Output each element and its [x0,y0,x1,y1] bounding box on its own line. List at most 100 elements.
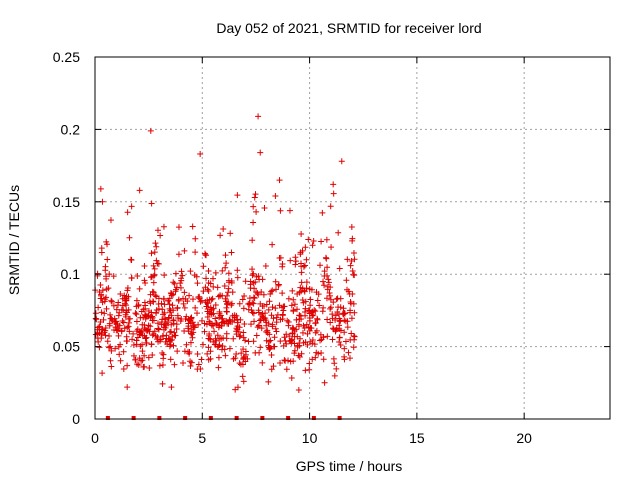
data-point [162,338,169,345]
data-point [222,352,229,359]
data-point [117,290,124,297]
axis-ticks: 0 5 10 15 20 0 0.05 0.1 0.15 0.2 0.25 [53,49,610,446]
data-point [331,360,338,367]
data-point [325,279,332,286]
data-point [223,335,230,342]
data-point [186,317,193,324]
data-point [154,227,161,234]
data-point [324,316,331,323]
data-point [149,317,156,324]
data-point [164,319,171,326]
data-point [107,343,114,350]
data-point [341,353,348,360]
data-point [180,300,187,307]
data-point [319,209,326,216]
data-point [292,261,299,268]
data-point [142,280,149,287]
data-point [151,265,158,272]
data-point [215,324,222,331]
data-point [327,304,334,311]
data-point [106,271,113,278]
data-point [348,223,355,230]
data-point [240,329,247,336]
data-point [288,302,295,309]
data-point [117,341,124,348]
data-point [189,296,196,303]
data-point [314,297,321,304]
data-point [110,302,117,309]
data-point [161,301,168,308]
data-point [291,301,298,308]
x-axis-label: GPS time / hours [296,458,403,474]
data-point [195,361,202,368]
y-tick-label: 0.2 [61,121,81,137]
data-point [218,335,224,342]
data-point [268,312,275,319]
data-point [225,285,232,292]
data-point [174,348,181,355]
data-point [295,321,302,328]
data-point [107,357,114,364]
data-point [242,337,249,344]
data-point [292,258,299,265]
data-point [297,312,304,319]
data-point [249,266,256,273]
data-point [170,279,177,286]
data-point [324,283,331,290]
data-point [175,315,182,322]
data-point [102,325,109,332]
data-point [220,226,227,233]
data-point [198,297,205,304]
data-point [107,311,114,318]
data-point [325,276,332,283]
data-point [148,250,155,257]
data-point [265,306,272,313]
data-point [234,384,241,391]
data-point [316,302,323,309]
data-point [214,284,221,291]
data-point [208,306,215,313]
y-tick-label: 0 [72,411,80,427]
data-point [302,244,309,251]
data-point [203,252,210,259]
data-point [124,362,131,369]
data-point [194,350,201,357]
data-point [306,366,313,373]
data-point [234,326,241,333]
data-point [103,305,110,312]
data-point [234,274,241,281]
data-point [279,260,286,267]
data-point [212,269,219,276]
data-point [181,304,188,311]
data-point [268,366,275,373]
data-point [341,329,348,336]
data-point [302,298,309,305]
data-point [159,316,166,323]
data-point-outlier [257,149,264,156]
data-point [170,342,177,349]
data-point [277,338,284,345]
data-point [329,315,336,322]
data-point [342,318,349,325]
data-point [160,355,167,362]
data-point [185,320,192,327]
data-point [236,360,243,367]
data-point [240,305,247,312]
data-point [108,347,115,354]
data-point [265,378,272,385]
data-point [242,348,249,355]
x-tick-label: 10 [302,430,318,446]
data-point [273,314,280,321]
data-point [321,272,328,279]
data-point [157,232,164,239]
data-point [264,327,271,334]
data-point [201,328,208,335]
data-point [332,328,339,335]
data-point [152,292,159,299]
data-point [126,315,133,322]
data-point [108,363,115,370]
data-point [98,335,105,342]
data-point [129,336,136,343]
data-point [99,370,106,377]
data-point [295,352,302,359]
